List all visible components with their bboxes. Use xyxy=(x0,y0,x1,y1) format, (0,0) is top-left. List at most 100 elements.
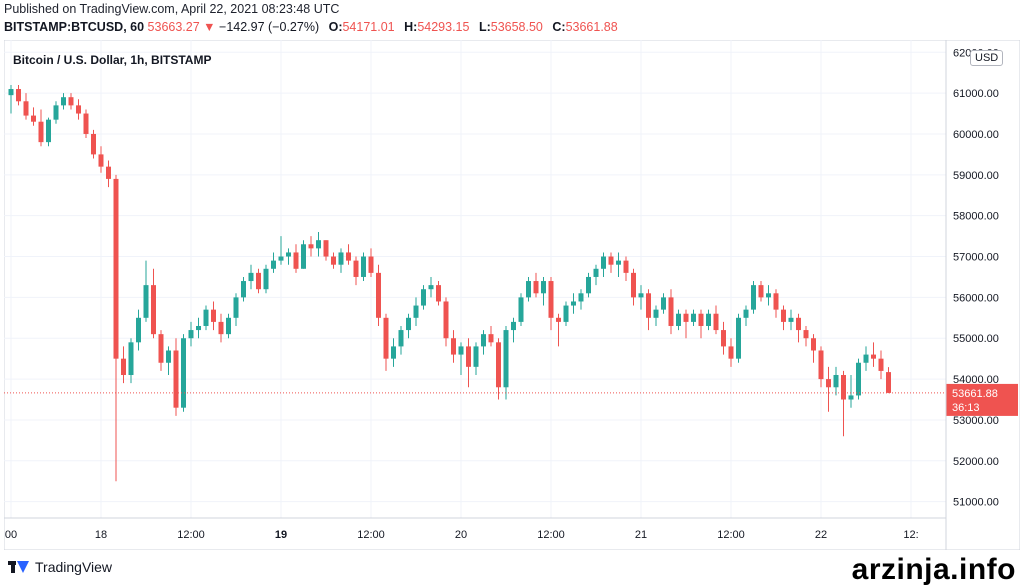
x-tick-label: 20 xyxy=(455,529,467,541)
published-info: Published on TradingView.com, April 22, … xyxy=(4,2,340,16)
candle-body-up xyxy=(316,240,321,249)
candle-body-up xyxy=(743,309,749,318)
candle-body-down xyxy=(826,379,831,388)
candle-body-down xyxy=(533,281,539,294)
candle-body-up xyxy=(166,350,171,363)
candle-body-down xyxy=(173,350,179,408)
candle-body-up xyxy=(586,276,591,294)
candle-body-up xyxy=(278,256,284,261)
candle-body-down xyxy=(886,372,891,393)
candle-body-up xyxy=(421,289,426,306)
close-label: C: xyxy=(552,20,566,34)
countdown-label: 36:13 xyxy=(952,402,980,414)
y-tick-label: 58000.00 xyxy=(953,211,999,223)
candle-body-down xyxy=(803,330,809,339)
candle-body-up xyxy=(751,285,756,310)
candle-body-down xyxy=(728,346,734,359)
candle-body-up xyxy=(248,272,254,282)
ohlc-legend: BITSTAMP:BTCUSD, 60 53663.27 ▼ −142.97 (… xyxy=(4,20,618,34)
candle-body-up xyxy=(233,297,239,318)
candle-body-down xyxy=(496,342,501,388)
candle-body-down xyxy=(346,252,351,261)
candle-body-up xyxy=(578,293,584,302)
candle-body-down xyxy=(218,321,224,335)
candle-body-up xyxy=(46,119,51,143)
x-tick-label: 12:00 xyxy=(537,529,565,541)
candle-body-down xyxy=(871,354,876,359)
low-value: 53658.50 xyxy=(490,20,543,34)
candle-body-up xyxy=(601,256,606,269)
candle-body-down xyxy=(331,256,336,265)
candle-body-up xyxy=(848,395,854,400)
currency-button[interactable]: USD xyxy=(970,50,1004,66)
y-tick-label: 61000.00 xyxy=(953,88,999,100)
y-tick-label: 59000.00 xyxy=(953,170,999,182)
high-label: H: xyxy=(404,20,418,34)
candle-body-down xyxy=(23,101,29,116)
y-tick-label: 51000.00 xyxy=(953,497,999,509)
candle-body-up xyxy=(338,252,344,265)
candle-body-down xyxy=(781,309,786,322)
axes: 51000.00 52000.00 53000.00 54000.00 55000.00… xyxy=(4,40,999,550)
chart-border xyxy=(4,40,1020,550)
candle-body-up xyxy=(863,354,869,363)
candle-body-up xyxy=(833,375,839,388)
candle-body-up xyxy=(301,244,306,269)
candle-body-up xyxy=(263,268,269,290)
price-change: −142.97 (−0.27%) xyxy=(219,20,320,34)
candle-body-up xyxy=(518,297,524,322)
tradingview-logo: TradingView xyxy=(8,559,112,575)
candle-body-down xyxy=(113,178,119,359)
candle-body-down xyxy=(646,293,651,318)
x-tick-label: 00 xyxy=(5,529,17,541)
candle-body-down xyxy=(466,346,471,367)
candle-body-down xyxy=(323,240,329,257)
x-tick-label: 22 xyxy=(815,529,827,541)
candle-body-up xyxy=(563,305,569,322)
candlestick-chart[interactable]: 53661.88 36:13 51000.00 52000.00 53000.00 54… xyxy=(4,40,1020,550)
candle-body-down xyxy=(376,272,381,318)
candle-body-down xyxy=(211,309,216,322)
candle-body-down xyxy=(158,334,164,363)
open-value: 54171.01 xyxy=(342,20,395,34)
last-price-box xyxy=(946,383,1018,416)
candle-body-down xyxy=(383,317,389,359)
open-label: O: xyxy=(328,20,343,34)
candle-body-down xyxy=(368,256,374,273)
price-overlay: 53661.88 36:13 xyxy=(4,383,1018,416)
symbol-label[interactable]: BITSTAMP:BTCUSD, 60 xyxy=(4,20,145,34)
candle-body-up xyxy=(398,330,404,347)
x-tick-label: 18 xyxy=(95,529,107,541)
candle-body-down xyxy=(773,293,779,310)
candle-body-up xyxy=(188,330,194,339)
candle-body-down xyxy=(91,133,96,155)
candle-body-up xyxy=(391,346,396,359)
candle-body-up xyxy=(541,281,546,294)
candle-body-up xyxy=(788,317,794,322)
candle-body-down xyxy=(878,358,884,371)
candle-body-down xyxy=(38,121,44,143)
x-tick-label: 12:00 xyxy=(717,529,745,541)
candle-body-down xyxy=(631,272,636,298)
x-tick-label: 12:00 xyxy=(177,529,205,541)
candle-body-down xyxy=(488,334,494,343)
candle-body-up xyxy=(413,305,419,318)
candle-body-up xyxy=(241,281,246,298)
candle-body-down xyxy=(83,113,89,134)
candle-body-down xyxy=(451,338,456,355)
candle-body-up xyxy=(571,301,576,306)
candle-body-up xyxy=(458,346,464,355)
x-tick-label: 19 xyxy=(275,529,287,541)
candle-body-up xyxy=(616,260,621,265)
candle-body-up xyxy=(128,342,134,376)
candle-body-down xyxy=(608,256,614,265)
candle-body-down xyxy=(151,285,156,335)
candle-body-down xyxy=(353,260,359,277)
candle-body-up xyxy=(226,317,231,335)
candle-body-down xyxy=(106,166,111,179)
candle-body-up xyxy=(661,297,666,310)
tradingview-brand-text: TradingView xyxy=(35,559,113,575)
candle-body-up xyxy=(653,309,659,318)
low-label: L: xyxy=(478,20,491,34)
candle-body-up xyxy=(271,260,276,269)
